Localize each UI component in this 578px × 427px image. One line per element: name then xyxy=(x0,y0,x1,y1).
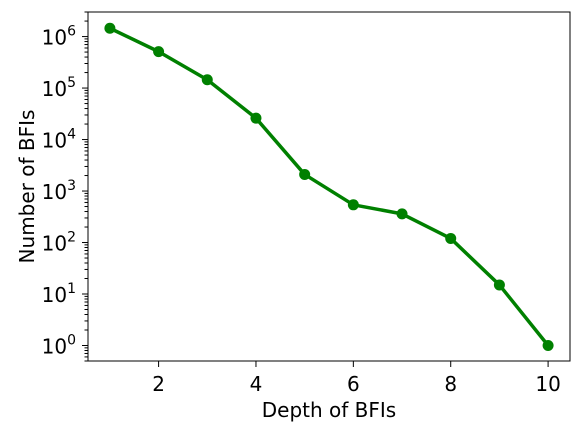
y-axis-ticks: 100 101 102 103 104 105 106 xyxy=(42,11,88,362)
y-tick-label: 101 xyxy=(42,281,76,307)
data-point xyxy=(396,208,408,220)
data-point xyxy=(493,279,505,291)
data-point xyxy=(445,232,457,244)
y-tick-label: 100 xyxy=(42,333,76,359)
x-tick-label: 2 xyxy=(152,372,165,396)
plot-frame xyxy=(87,11,571,362)
data-point xyxy=(347,199,359,211)
data-point xyxy=(250,112,262,124)
y-tick-label: 106 xyxy=(42,24,76,50)
x-tick-label: 6 xyxy=(347,372,360,396)
data-point xyxy=(299,168,311,180)
data-point xyxy=(201,74,213,86)
y-axis-label: Number of BFIs xyxy=(15,110,39,264)
x-axis-ticks: 2 4 6 8 10 xyxy=(152,361,561,396)
y-tick-label: 102 xyxy=(42,230,76,256)
series-layer xyxy=(104,22,554,352)
x-axis-label: Depth of BFIs xyxy=(262,398,396,422)
y-tick-label: 104 xyxy=(42,127,76,153)
series-line xyxy=(109,26,550,347)
x-tick-label: 8 xyxy=(444,372,457,396)
data-point xyxy=(542,340,554,352)
y-tick-label: 105 xyxy=(42,75,76,101)
y-tick-label: 103 xyxy=(42,178,76,204)
data-point xyxy=(104,22,116,34)
x-tick-label: 10 xyxy=(535,372,560,396)
x-tick-label: 4 xyxy=(250,372,263,396)
data-point xyxy=(153,46,165,58)
